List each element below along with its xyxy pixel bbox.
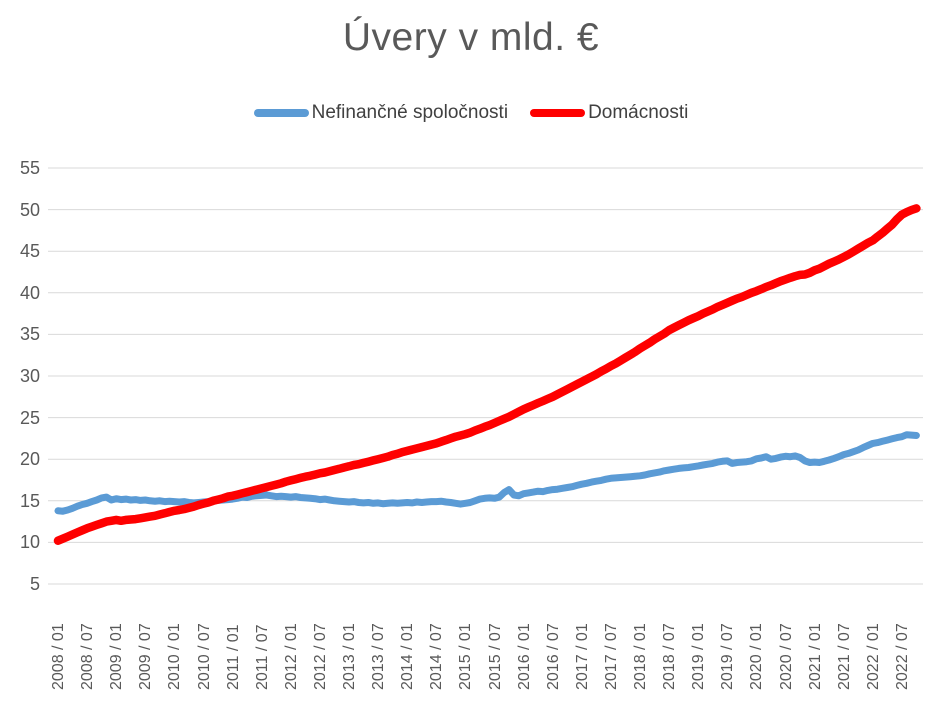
x-tick-label: 2021 / 07 <box>835 623 853 690</box>
x-tick-label: 2013 / 01 <box>341 623 358 690</box>
x-tick-label: 2018 / 07 <box>661 623 679 690</box>
plot-area <box>48 167 923 585</box>
y-tick-label: 45 <box>19 241 40 262</box>
y-tick-label: 10 <box>19 532 40 553</box>
series-line-nonfinancial-corporations <box>54 431 920 515</box>
x-tick-label: 2008 / 07 <box>79 623 97 690</box>
legend-item-households: Domácnosti <box>530 102 688 124</box>
x-tick-label: 2020 / 07 <box>777 623 795 690</box>
x-tick-label: 2012 / 01 <box>282 623 300 690</box>
y-tick-label: 30 <box>19 366 40 386</box>
x-tick-label: 2016 / 07 <box>544 623 562 690</box>
series-line-households <box>53 204 921 545</box>
x-tick-label: 2013 / 07 <box>370 623 388 690</box>
legend-label: Domácnosti <box>588 102 689 123</box>
legend-item-nonfinancial-corporations: Nefinančné spoločnosti <box>253 102 509 124</box>
x-tick-label: 2020 / 01 <box>748 623 766 690</box>
y-tick-label: 15 <box>19 490 40 511</box>
x-tick-label: 2014 / 07 <box>428 623 446 690</box>
x-tick-label: 2022 / 07 <box>893 623 911 690</box>
y-tick-label: 25 <box>19 407 40 428</box>
x-tick-label: 2017 / 07 <box>602 623 620 690</box>
x-tick-label: 2010 / 07 <box>195 623 213 690</box>
y-tick-label: 20 <box>19 449 40 470</box>
x-tick-label: 2015 / 01 <box>457 623 475 690</box>
y-tick-label: 35 <box>19 324 40 345</box>
y-tick-label: 55 <box>19 158 40 178</box>
gridlines <box>48 167 923 585</box>
x-tick-label: 2008 / 01 <box>50 623 67 690</box>
x-tick-label: 2011 / 07 <box>253 624 271 690</box>
x-tick-label: 2014 / 01 <box>399 623 417 690</box>
x-tick-label: 2011 / 01 <box>224 624 242 690</box>
x-tick-label: 2009 / 01 <box>108 623 126 690</box>
y-tick-label: 40 <box>19 282 40 303</box>
y-tick-label: 5 <box>29 574 40 594</box>
legend-label: Nefinančné spoločnosti <box>311 102 509 123</box>
legend-line-swatch <box>253 109 309 117</box>
y-tick-label: 50 <box>19 199 40 220</box>
x-tick-label: 2012 / 07 <box>311 623 329 690</box>
x-tick-label: 2015 / 07 <box>486 623 504 690</box>
x-tick-label: 2009 / 07 <box>137 623 155 690</box>
x-tick-label: 2021 / 01 <box>806 623 824 690</box>
x-tick-label: 2019 / 07 <box>719 623 737 690</box>
x-tick-label: 2018 / 01 <box>632 623 649 690</box>
x-tick-label: 2019 / 01 <box>690 623 708 690</box>
x-tick-label: 2010 / 01 <box>166 623 184 690</box>
x-tick-label: 2017 / 01 <box>573 623 591 690</box>
x-tick-label: 2022 / 01 <box>864 623 882 690</box>
x-tick-label: 2016 / 01 <box>515 623 533 690</box>
chart-legend: Nefinančné spoločnosti Domácnosti <box>0 102 942 124</box>
legend-line-swatch <box>530 109 586 117</box>
chart-title: Úvery v mld. € <box>342 16 600 59</box>
